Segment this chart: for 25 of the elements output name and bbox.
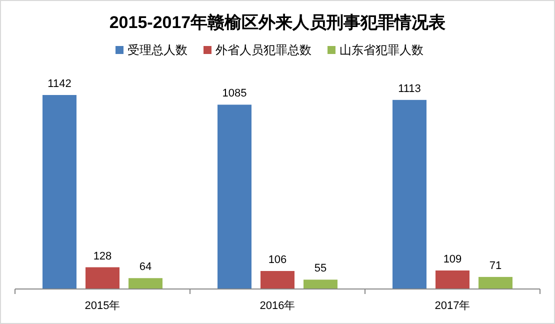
bar xyxy=(260,270,294,289)
bar xyxy=(436,270,470,289)
bar xyxy=(304,280,338,289)
bar xyxy=(218,104,252,289)
bar xyxy=(478,276,512,289)
legend-label: 受理总人数 xyxy=(128,43,188,57)
data-label: 128 xyxy=(93,250,112,262)
bar xyxy=(128,278,162,289)
x-tick-label: 2017年 xyxy=(434,300,470,312)
legend-label: 外省人员犯罪总数 xyxy=(216,43,312,57)
data-label: 1113 xyxy=(398,82,421,95)
x-tick-label: 2015年 xyxy=(84,300,120,312)
legend-label: 山东省犯罪人数 xyxy=(340,43,424,57)
data-label: 55 xyxy=(314,262,327,275)
bar xyxy=(392,100,426,289)
data-label: 106 xyxy=(268,254,287,266)
bar xyxy=(42,95,76,289)
data-label: 71 xyxy=(489,260,502,272)
data-label: 64 xyxy=(139,261,152,274)
data-label: 109 xyxy=(443,253,462,266)
chart-title: 2015-2017年赣榆区外来人员刑事犯罪情况表 xyxy=(109,13,447,32)
data-label: 1085 xyxy=(222,88,247,100)
data-label: 1142 xyxy=(48,78,72,90)
bar xyxy=(86,267,120,289)
x-tick-label: 2016年 xyxy=(260,300,296,312)
